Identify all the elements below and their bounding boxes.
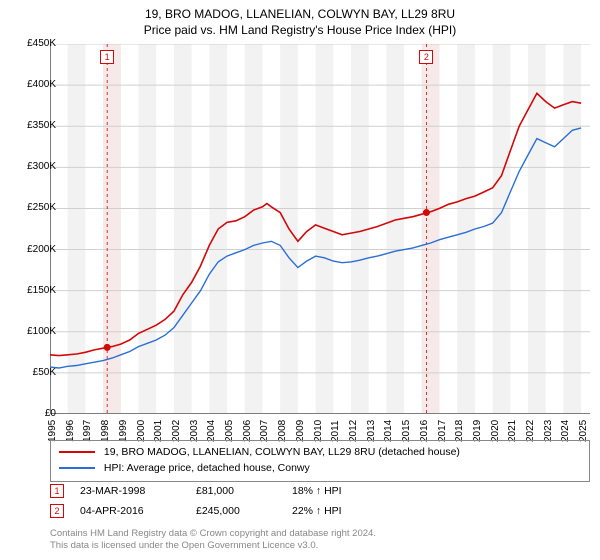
x-tick-label: 2004 bbox=[206, 420, 217, 442]
sale-date-2: 04-APR-2016 bbox=[80, 505, 180, 517]
legend-swatch-price-paid bbox=[59, 451, 95, 453]
x-tick-label: 2016 bbox=[419, 420, 430, 442]
y-tick-label: £100K bbox=[27, 326, 56, 337]
x-tick-label: 2014 bbox=[383, 420, 394, 442]
x-tick-label: 2002 bbox=[171, 420, 182, 442]
chart-plot-area bbox=[50, 44, 590, 414]
x-tick-label: 2015 bbox=[401, 420, 412, 442]
sale-hpi-2: 22% ↑ HPI bbox=[292, 505, 342, 517]
sale-row-1: 1 23-MAR-1998 £81,000 18% ↑ HPI bbox=[50, 484, 590, 498]
x-tick-label: 1999 bbox=[118, 420, 129, 442]
sale-price-2: £245,000 bbox=[196, 505, 276, 517]
sale-hpi-1: 18% ↑ HPI bbox=[292, 485, 342, 497]
footer-line2: This data is licensed under the Open Gov… bbox=[50, 540, 590, 552]
sale-row-2: 2 04-APR-2016 £245,000 22% ↑ HPI bbox=[50, 504, 590, 518]
y-tick-label: £350K bbox=[27, 120, 56, 131]
title-line1: 19, BRO MADOG, LLANELIAN, COLWYN BAY, LL… bbox=[0, 6, 600, 22]
x-tick-label: 2003 bbox=[189, 420, 200, 442]
sale-plot-marker: 2 bbox=[419, 50, 433, 64]
sale-marker-2: 2 bbox=[50, 504, 64, 518]
sale-plot-marker: 1 bbox=[100, 50, 114, 64]
y-tick-label: £50K bbox=[33, 367, 56, 378]
legend-box: 19, BRO MADOG, LLANELIAN, COLWYN BAY, LL… bbox=[50, 440, 590, 482]
x-tick-label: 1997 bbox=[82, 420, 93, 442]
x-tick-label: 2013 bbox=[366, 420, 377, 442]
legend-row-hpi: HPI: Average price, detached house, Conw… bbox=[59, 461, 581, 477]
x-tick-label: 2008 bbox=[277, 420, 288, 442]
x-tick-label: 2020 bbox=[490, 420, 501, 442]
x-tick-label: 2001 bbox=[153, 420, 164, 442]
footer-line1: Contains HM Land Registry data © Crown c… bbox=[50, 528, 590, 540]
x-tick-label: 1995 bbox=[47, 420, 58, 442]
x-tick-label: 2009 bbox=[295, 420, 306, 442]
y-tick-label: £300K bbox=[27, 161, 56, 172]
x-tick-label: 2021 bbox=[507, 420, 518, 442]
x-tick-label: 2019 bbox=[472, 420, 483, 442]
x-tick-label: 2000 bbox=[136, 420, 147, 442]
y-tick-label: £200K bbox=[27, 244, 56, 255]
footer-attribution: Contains HM Land Registry data © Crown c… bbox=[50, 528, 590, 553]
x-tick-label: 2007 bbox=[259, 420, 270, 442]
y-tick-label: £250K bbox=[27, 202, 56, 213]
sale-marker-1: 1 bbox=[50, 484, 64, 498]
x-tick-label: 2011 bbox=[330, 420, 341, 442]
x-tick-label: 2025 bbox=[578, 420, 589, 442]
x-tick-label: 2012 bbox=[348, 420, 359, 442]
y-tick-label: £0 bbox=[45, 408, 56, 419]
x-tick-label: 2022 bbox=[525, 420, 536, 442]
line-chart-svg bbox=[50, 44, 590, 414]
title-line2: Price paid vs. HM Land Registry's House … bbox=[0, 22, 600, 38]
sale-price-1: £81,000 bbox=[196, 485, 276, 497]
x-tick-label: 2005 bbox=[224, 420, 235, 442]
x-tick-label: 1996 bbox=[65, 420, 76, 442]
y-tick-label: £450K bbox=[27, 38, 56, 49]
legend-row-price-paid: 19, BRO MADOG, LLANELIAN, COLWYN BAY, LL… bbox=[59, 445, 581, 461]
chart-title: 19, BRO MADOG, LLANELIAN, COLWYN BAY, LL… bbox=[0, 0, 600, 38]
legend-label-price-paid: 19, BRO MADOG, LLANELIAN, COLWYN BAY, LL… bbox=[104, 446, 460, 458]
y-tick-label: £150K bbox=[27, 285, 56, 296]
legend-swatch-hpi bbox=[59, 467, 95, 469]
x-tick-label: 2006 bbox=[242, 420, 253, 442]
sale-date-1: 23-MAR-1998 bbox=[80, 485, 180, 497]
x-tick-label: 2024 bbox=[560, 420, 571, 442]
x-tick-label: 2023 bbox=[543, 420, 554, 442]
x-tick-label: 2017 bbox=[437, 420, 448, 442]
x-tick-label: 2018 bbox=[454, 420, 465, 442]
y-tick-label: £400K bbox=[27, 79, 56, 90]
x-tick-label: 2010 bbox=[313, 420, 324, 442]
x-tick-label: 1998 bbox=[100, 420, 111, 442]
legend-label-hpi: HPI: Average price, detached house, Conw… bbox=[104, 462, 310, 474]
